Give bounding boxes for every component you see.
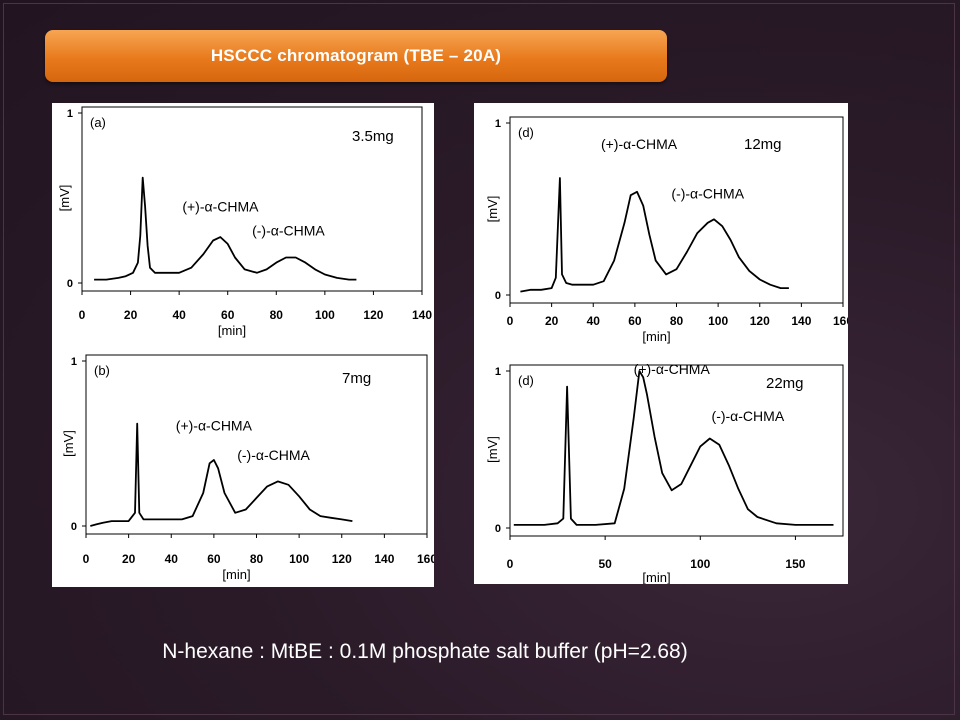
sample-load-label: 3.5mg: [352, 128, 394, 145]
slide-frame: [3, 3, 955, 715]
x-tick-label: 100: [690, 557, 710, 571]
x-tick-label: 40: [165, 552, 179, 566]
x-tick-label: 100: [315, 308, 335, 322]
title-banner: HSCCC chromatogram (TBE – 20A): [45, 30, 667, 82]
y-tick-label: 1: [67, 108, 73, 120]
peak-annotation: (-)-α-CHMA: [237, 447, 310, 463]
chart-panel-d-22mg: 0 50 100 150 0 1 [min] [mV] (d) 22mg (+)-α-CHMA (-)…: [474, 346, 848, 584]
x-tick-label: 120: [750, 314, 770, 328]
x-axis-label: [min]: [642, 329, 670, 344]
chart-d-22mg: 0 50 100 150 0 1 [min] [mV] (d) 22mg (+)-α-CHMA (-)…: [485, 361, 844, 584]
y-axis-label: [mV]: [57, 185, 72, 212]
x-tick-label: 0: [507, 557, 514, 571]
peak-annotation: (+)-α-CHMA: [601, 136, 678, 152]
chromatogram-trace: [90, 422, 353, 527]
x-tick-label: 160: [417, 552, 434, 566]
x-axis-label: [min]: [218, 323, 246, 338]
y-tick-label: 0: [495, 523, 501, 535]
y-tick-label: 0: [495, 290, 501, 302]
peak-annotation: (+)-α-CHMA: [634, 361, 711, 377]
x-tick-label: 80: [270, 308, 284, 322]
chart-panel-d-12mg: 0 20 40 60 80 100 120 140 160 0 1 [min] [mV] (d) 12mg (…: [474, 103, 848, 346]
sample-load-label: 12mg: [744, 136, 782, 153]
sample-load-label: 22mg: [766, 375, 804, 392]
chart-panel-a: 0 20 40 60 80 100 120 140 0 1 [min] [mV] (a) 3.5mg (+)…: [52, 103, 434, 341]
y-tick-label: 0: [71, 521, 77, 533]
x-tick-label: 100: [289, 552, 309, 566]
x-tick-label: 60: [628, 314, 642, 328]
x-tick-label: 20: [122, 552, 136, 566]
solvent-system-caption: N-hexane : MtBE : 0.1M phosphate salt bu…: [162, 640, 688, 663]
x-tick-label: 100: [708, 314, 728, 328]
plot-frame: [509, 364, 844, 537]
chart-panel-b: 0 20 40 60 80 100 120 140 160 0 1 [min] [mV] (b) 7mg (+…: [52, 341, 434, 587]
x-tick-label: 60: [207, 552, 221, 566]
x-tick-label: 150: [785, 557, 805, 571]
plot-frame: [81, 106, 423, 292]
peak-annotation: (-)-α-CHMA: [252, 222, 325, 238]
panel-letter: (d): [518, 373, 534, 388]
chromatogram-trace: [94, 176, 357, 281]
sample-load-label: 7mg: [342, 370, 371, 387]
x-tick-label: 20: [124, 308, 138, 322]
y-axis-label: [mV]: [485, 196, 500, 223]
y-axis-label: [mV]: [485, 436, 500, 463]
x-tick-label: 40: [172, 308, 186, 322]
x-tick-label: 40: [587, 314, 601, 328]
peak-annotation: (-)-α-CHMA: [712, 408, 785, 424]
chart-a: 0 20 40 60 80 100 120 140 0 1 [min] [mV] (a) 3.5mg (+)…: [57, 106, 432, 338]
x-axis-label: [min]: [642, 570, 670, 584]
x-tick-label: 50: [598, 557, 612, 571]
x-tick-label: 120: [363, 308, 383, 322]
peak-annotation: (+)-α-CHMA: [176, 417, 253, 433]
peak-annotation: (+)-α-CHMA: [182, 199, 259, 215]
panel-letter: (d): [518, 125, 534, 140]
x-tick-label: 0: [79, 308, 86, 322]
panel-letter: (a): [90, 115, 106, 130]
peak-annotation: (-)-α-CHMA: [671, 186, 744, 202]
x-tick-label: 80: [250, 552, 264, 566]
x-tick-label: 140: [791, 314, 811, 328]
x-tick-label: 20: [545, 314, 559, 328]
chart-b: 0 20 40 60 80 100 120 140 160 0 1 [min] [mV] (b) 7mg (+…: [61, 354, 434, 582]
x-tick-label: 0: [83, 552, 90, 566]
y-tick-label: 1: [495, 118, 501, 130]
x-tick-label: 60: [221, 308, 235, 322]
x-axis-label: [min]: [222, 567, 250, 582]
panel-letter: (b): [94, 363, 110, 378]
x-tick-label: 160: [833, 314, 848, 328]
x-tick-label: 0: [507, 314, 514, 328]
chart-d-12mg: 0 20 40 60 80 100 120 140 160 0 1 [min] [mV] (d) 12mg (…: [485, 116, 848, 344]
slide-title: HSCCC chromatogram (TBE – 20A): [210, 46, 502, 65]
x-tick-label: 140: [412, 308, 432, 322]
y-tick-label: 1: [71, 356, 77, 368]
x-tick-label: 140: [374, 552, 394, 566]
x-tick-label: 80: [670, 314, 684, 328]
y-axis-label: [mV]: [61, 430, 76, 457]
y-tick-label: 0: [67, 278, 73, 290]
chromatogram-trace: [513, 370, 834, 526]
y-tick-label: 1: [495, 366, 501, 378]
chromatogram-trace: [520, 177, 789, 293]
x-tick-label: 120: [332, 552, 352, 566]
